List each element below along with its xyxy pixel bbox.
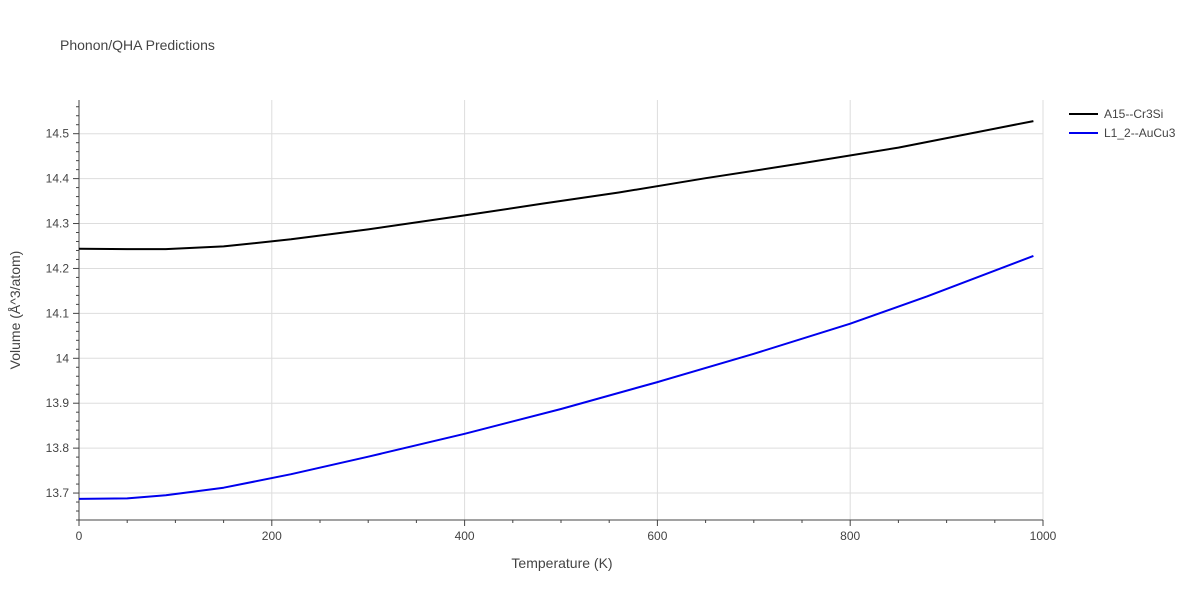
y-tick-label: 14 [56,351,70,365]
x-tick-label: 0 [76,529,83,543]
y-axis-ticks: 13.7 13.8 13.9 14 14.1 14.2 14.3 14.4 14.5 [46,127,70,500]
grid-lines [79,100,1044,520]
y-tick-label: 13.8 [46,441,70,455]
x-tick-label: 800 [840,529,860,543]
y-tick-label: 14.1 [46,306,70,320]
axes [73,100,1044,526]
y-tick-label: 14.4 [46,172,70,186]
legend[interactable]: A15--Cr3Si L1_2--AuCu3 [1069,107,1176,140]
x-axis-title: Temperature (K) [511,555,612,571]
y-tick-label: 14.2 [46,261,70,275]
series-line-1 [78,254,1034,500]
series-line-0 [78,120,1034,251]
y-axis-title: Volume (Å^3/atom) [7,251,23,370]
series-lines [78,120,1034,500]
x-axis-ticks: 0 200 400 600 800 1000 [76,529,1057,543]
y-tick-label: 13.9 [46,396,70,410]
x-tick-label: 1000 [1030,529,1057,543]
legend-label-0: A15--Cr3Si [1104,107,1163,121]
y-tick-label: 14.5 [46,127,70,141]
legend-label-1: L1_2--AuCu3 [1104,126,1176,140]
y-tick-label: 13.7 [46,486,70,500]
x-tick-label: 200 [262,529,282,543]
y-tick-label: 14.3 [46,217,70,231]
x-tick-label: 400 [455,529,475,543]
chart-title: Phonon/QHA Predictions [60,37,215,53]
x-tick-label: 600 [647,529,667,543]
